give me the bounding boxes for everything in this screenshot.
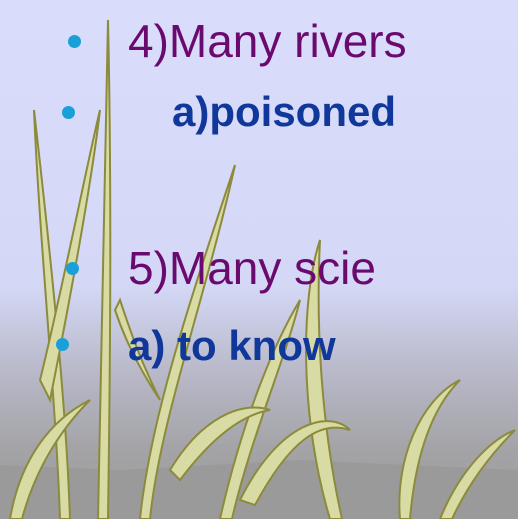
slide: 4)Many rivers a)poisoned 5)Many scie a) … [0,0,518,519]
bullet-text: a)poisoned [172,91,396,133]
bullet [62,106,75,119]
bullet [68,35,81,48]
page: 4)Many rivers a)poisoned 5)Many scie a) … [0,0,518,519]
bullet-text: 5)Many scie [128,245,376,291]
bullet-text: a) to know [128,325,336,367]
bullet [56,338,69,351]
bullet [66,262,79,275]
bullet-text: 4)Many rivers [128,18,407,64]
